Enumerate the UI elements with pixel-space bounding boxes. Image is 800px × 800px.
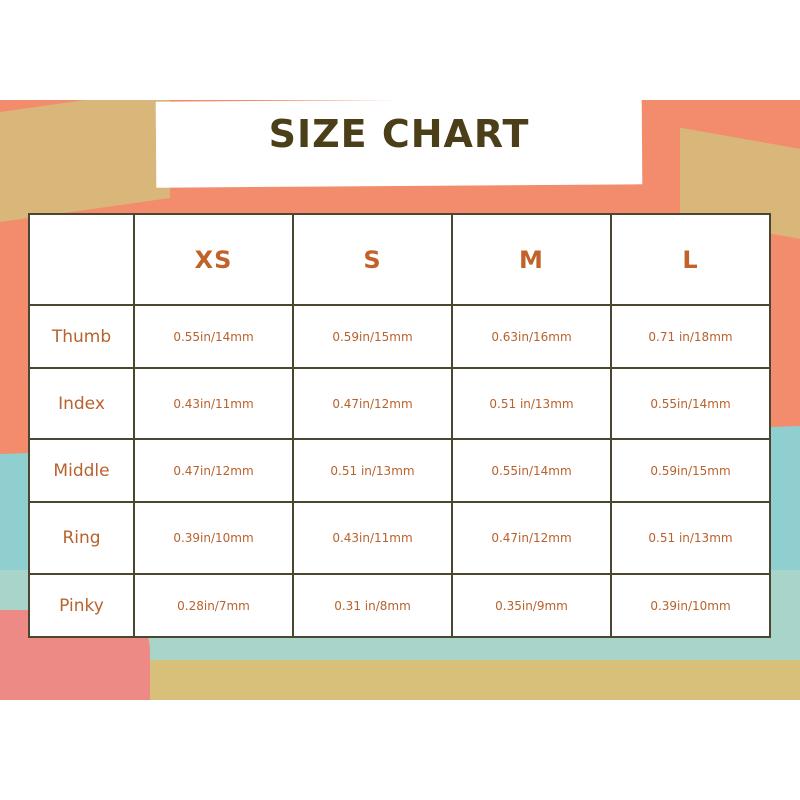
row-label: Middle	[28, 438, 135, 503]
table-cell: 0.47in/12mm	[133, 438, 294, 503]
table-cell: 0.55in/14mm	[610, 367, 771, 440]
sand-brush-stroke	[100, 660, 800, 700]
sand-brush-stroke	[0, 100, 170, 222]
table-cell: 0.43in/11mm	[133, 367, 294, 440]
table-cell: 0.63in/16mm	[451, 304, 612, 369]
table-cell: 0.39in/10mm	[610, 573, 771, 638]
table-row: Pinky 0.28in/7mm 0.31 in/8mm 0.35in/9mm …	[28, 573, 771, 638]
column-header-l: L	[610, 213, 771, 306]
table-cell: 0.51 in/13mm	[292, 438, 453, 503]
table-cell: 0.59in/15mm	[610, 438, 771, 503]
column-header-s: S	[292, 213, 453, 306]
row-label: Ring	[28, 501, 135, 575]
table-cell: 0.31 in/8mm	[292, 573, 453, 638]
table-cell: 0.28in/7mm	[133, 573, 294, 638]
table-cell: 0.71 in/18mm	[610, 304, 771, 369]
row-label: Thumb	[28, 304, 135, 369]
table-cell: 0.35in/9mm	[451, 573, 612, 638]
table-cell: 0.39in/10mm	[133, 501, 294, 575]
row-label: Pinky	[28, 573, 135, 638]
page-title: SIZE CHART	[268, 112, 530, 156]
table-row: Index 0.43in/11mm 0.47in/12mm 0.51 in/13…	[28, 367, 771, 440]
table-cell: 0.55in/14mm	[451, 438, 612, 503]
column-header-xs: XS	[133, 213, 294, 306]
header-row: XS S M L	[28, 213, 771, 306]
table-cell: 0.51 in/13mm	[451, 367, 612, 440]
table-cell: 0.55in/14mm	[133, 304, 294, 369]
corner-cell	[28, 213, 135, 306]
column-header-m: M	[451, 213, 612, 306]
size-chart-table: XS S M L Thumb 0.55in/14mm 0.59in/15mm 0…	[28, 213, 771, 638]
table-cell: 0.47in/12mm	[451, 501, 612, 575]
row-label: Index	[28, 367, 135, 440]
table-row: Ring 0.39in/10mm 0.43in/11mm 0.47in/12mm…	[28, 501, 771, 575]
table-row: Middle 0.47in/12mm 0.51 in/13mm 0.55in/1…	[28, 438, 771, 503]
table-cell: 0.43in/11mm	[292, 501, 453, 575]
table-row: Thumb 0.55in/14mm 0.59in/15mm 0.63in/16m…	[28, 304, 771, 369]
table-cell: 0.47in/12mm	[292, 367, 453, 440]
table-cell: 0.51 in/13mm	[610, 501, 771, 575]
table-cell: 0.59in/15mm	[292, 304, 453, 369]
